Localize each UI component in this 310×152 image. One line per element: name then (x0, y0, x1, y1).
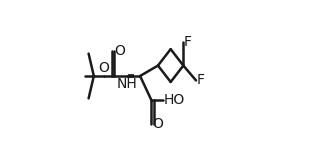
Text: F: F (197, 73, 205, 88)
Text: NH: NH (116, 77, 137, 91)
Text: O: O (115, 44, 126, 58)
Text: O: O (152, 117, 163, 131)
Text: O: O (98, 61, 109, 75)
Text: F: F (184, 35, 192, 49)
Text: HO: HO (164, 93, 185, 107)
